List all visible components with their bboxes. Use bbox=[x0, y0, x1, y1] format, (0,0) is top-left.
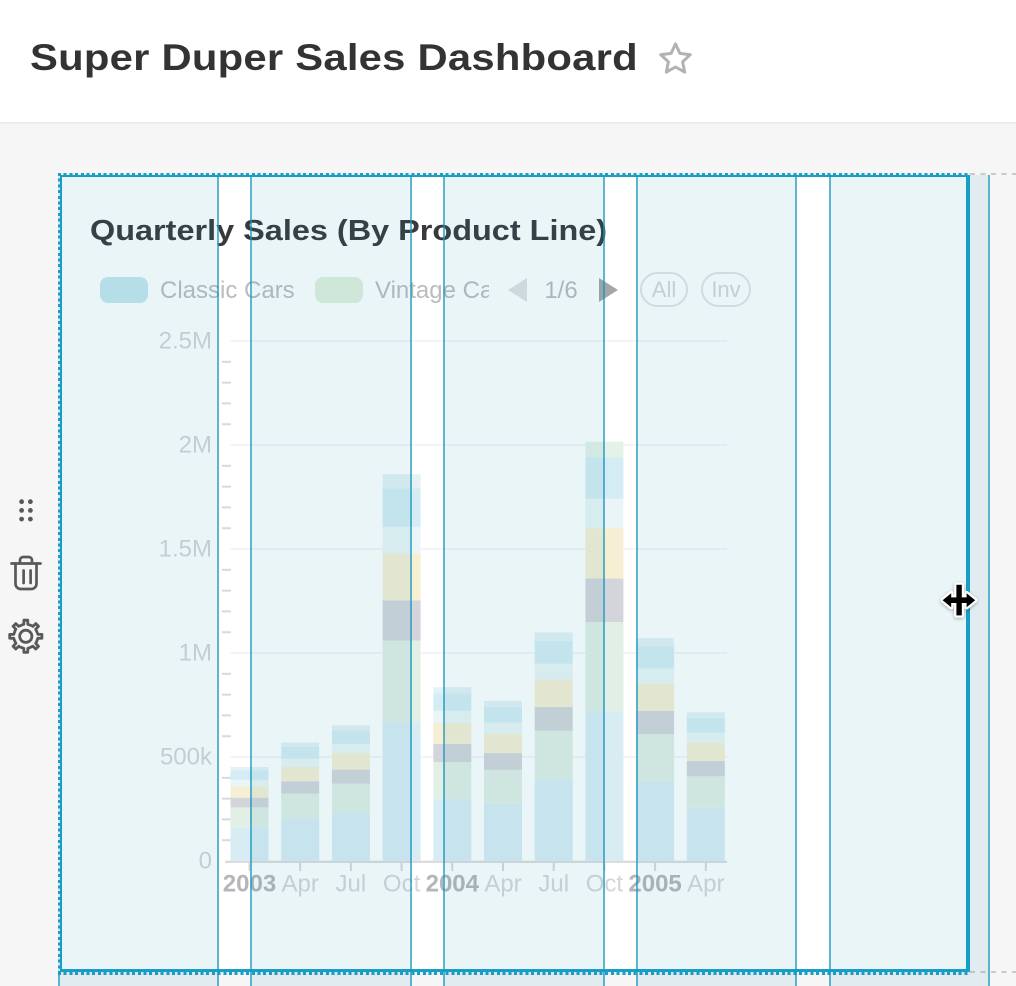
svg-text:Oct: Oct bbox=[383, 871, 421, 898]
svg-text:2004: 2004 bbox=[426, 871, 480, 898]
svg-text:2.5M: 2.5M bbox=[159, 328, 212, 355]
svg-text:2003: 2003 bbox=[223, 871, 276, 898]
svg-text:2M: 2M bbox=[179, 432, 212, 459]
svg-text:500k: 500k bbox=[160, 744, 213, 771]
svg-text:1M: 1M bbox=[179, 640, 212, 667]
svg-text:Apr: Apr bbox=[484, 871, 521, 898]
svg-text:Apr: Apr bbox=[282, 871, 319, 898]
svg-text:1.5M: 1.5M bbox=[159, 536, 212, 563]
svg-text:Apr: Apr bbox=[687, 871, 724, 898]
svg-text:Jul: Jul bbox=[336, 871, 367, 898]
svg-text:Oct: Oct bbox=[586, 871, 624, 898]
svg-text:Jul: Jul bbox=[538, 871, 569, 898]
svg-text:0: 0 bbox=[199, 848, 212, 875]
svg-text:2005: 2005 bbox=[628, 871, 681, 898]
